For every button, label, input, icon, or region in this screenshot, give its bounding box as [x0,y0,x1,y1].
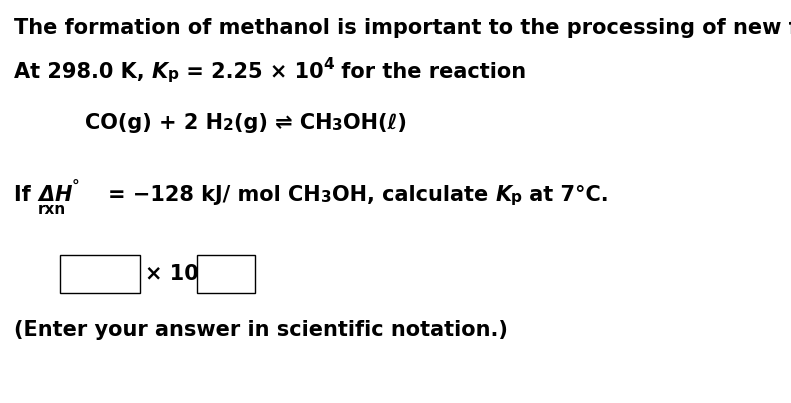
Text: °: ° [72,180,79,195]
Text: for the reaction: for the reaction [334,62,526,82]
Text: = −128 kJ/ mol CH: = −128 kJ/ mol CH [79,185,321,205]
Text: OH(ℓ): OH(ℓ) [343,113,407,133]
Text: 3: 3 [321,190,331,205]
Text: If: If [14,185,38,205]
Text: OH, calculate: OH, calculate [331,185,495,205]
Text: at 7°C.: at 7°C. [522,185,609,205]
Text: rxn: rxn [38,202,66,217]
Text: Δ: Δ [38,185,54,205]
Text: At 298.0 K,: At 298.0 K, [14,62,152,82]
Text: K: K [152,62,168,82]
Text: H: H [54,185,72,205]
Text: (Enter your answer in scientific notation.): (Enter your answer in scientific notatio… [14,320,508,340]
Text: 4: 4 [324,57,334,72]
Text: × 10: × 10 [145,264,199,284]
Text: K: K [495,185,511,205]
Text: p: p [168,67,179,82]
Text: 2: 2 [223,118,234,133]
Text: CO(g) + 2 H: CO(g) + 2 H [85,113,223,133]
Text: 3: 3 [332,118,343,133]
Text: p: p [511,190,522,205]
Text: (g) ⇌ CH: (g) ⇌ CH [234,113,332,133]
Text: The formation of methanol is important to the processing of new fuels.: The formation of methanol is important t… [14,18,791,38]
Text: = 2.25 × 10: = 2.25 × 10 [179,62,324,82]
